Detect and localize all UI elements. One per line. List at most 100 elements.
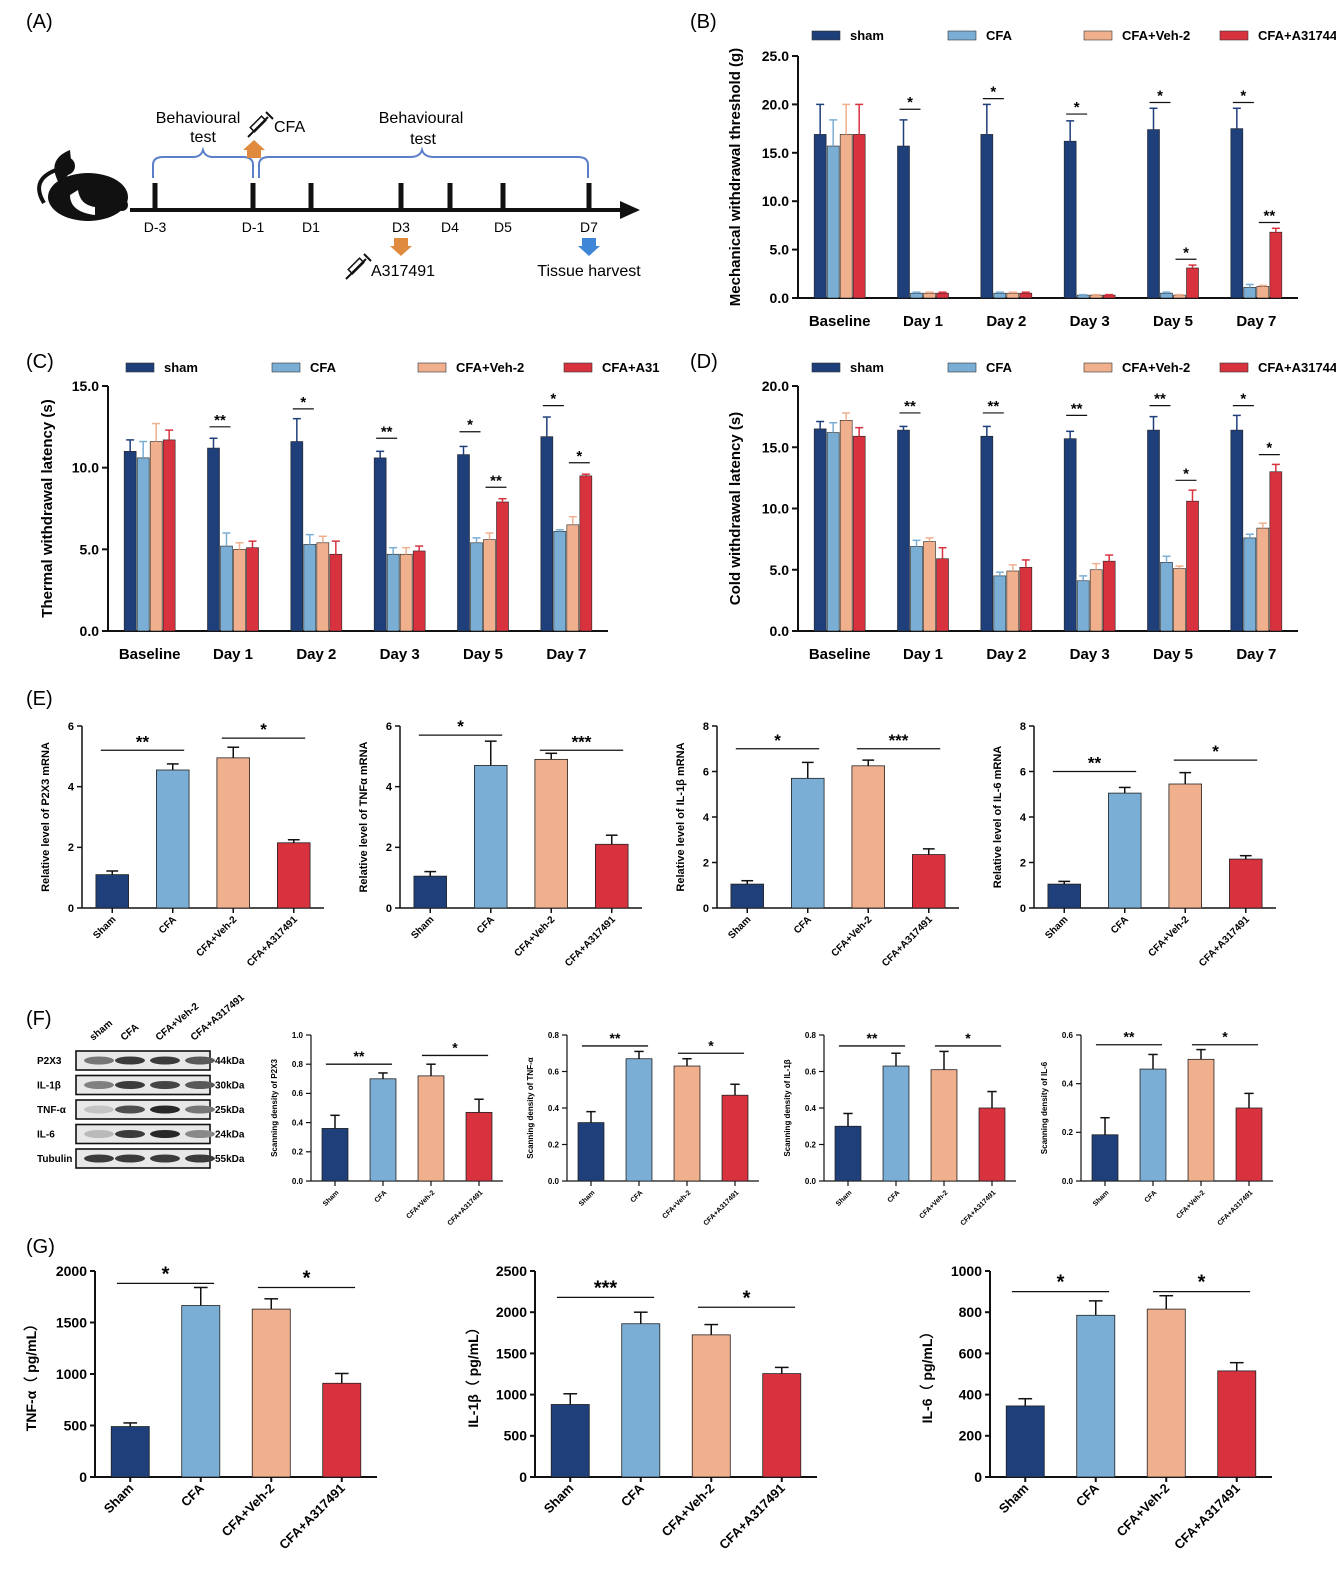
bar [978,1107,1006,1182]
bar [1235,1107,1263,1182]
significance-label: ** [1088,754,1102,773]
significance-label: * [303,1267,311,1289]
significance-label: * [1074,99,1080,116]
significance-label: ** [214,412,226,429]
panel-a: (A) D-3 D-1 D1 D3 D4 D5 D7 Behavioural test Be… [0,0,660,330]
bar [1076,1314,1116,1478]
x-tick-label: Day 7 [1236,313,1276,330]
bar [1089,569,1103,632]
blot-band [115,1154,145,1163]
bar [1243,537,1257,632]
legend-label: CFA+A3174491 [1258,360,1336,375]
x-tick-label: CFA [1109,914,1131,936]
x-tick-label: Sham [726,914,753,941]
bar [852,435,866,632]
significance-label: * [1266,440,1272,457]
y-axis-title: Mechanical withdrawal threshold (g) [727,48,744,306]
bracket-behav-1 [152,146,254,178]
significance-label: * [467,417,473,434]
syringe-icon [247,111,274,138]
bar [1256,286,1270,299]
y-tick-label: 0.0 [1062,1177,1074,1186]
bar [1091,1134,1119,1182]
behav-test-1-line1: Behavioural [156,110,241,127]
blot-band [115,1056,145,1065]
bar [465,1111,493,1182]
x-tick-label: CFA [1144,1189,1159,1204]
bar [912,854,946,909]
x-tick-label: Sham [996,1481,1032,1517]
bar [579,475,593,632]
y-tick-label: 400 [959,1387,983,1403]
significance-label: * [162,1263,170,1285]
panel-e: (E) 0 2 4 6 Relative level of P2X3 mRNA Sham C… [0,675,1336,995]
bar [936,558,949,632]
y-tick-label: 20.0 [762,96,789,112]
legend-label: CFA+Veh-2 [456,360,524,375]
y-tick-label: 0 [79,1469,87,1485]
x-tick-label: CFA [1073,1480,1102,1509]
x-tick-label: Sham [541,1481,577,1517]
x-tick-label: CFA+A317491 [880,914,935,969]
bar [897,429,910,632]
bar [156,769,190,909]
y-tick-label: 0.8 [805,1031,817,1040]
significance-label: *** [594,1277,618,1299]
y-tick-label: 0.2 [548,1140,560,1149]
bar [1146,1308,1186,1478]
x-tick-label: Baseline [809,646,871,663]
x-tick-label: CFA+A317491 [1197,914,1252,969]
x-tick-label: Day 2 [986,646,1026,663]
x-tick-label: CFA+A317491 [703,1189,741,1225]
bar [882,1065,910,1182]
y-tick-label: 0.6 [1062,1031,1074,1040]
x-tick-label: CFA+Veh-2 [661,1189,692,1220]
x-tick-label: Day 5 [1153,313,1193,330]
y-tick-label: 0.8 [548,1031,560,1040]
x-tick-label: Day 3 [1070,313,1110,330]
bar [1005,1405,1045,1478]
significance-label: * [1198,1272,1206,1294]
bar [851,765,885,909]
bar [329,553,343,632]
timeline-tick [586,183,592,210]
bar [1063,140,1077,299]
legend-swatch [563,362,593,373]
blot-protein-label: Tubulin [37,1154,72,1165]
bar [1006,570,1020,632]
y-tick-label: 15.0 [72,378,99,394]
bar [1160,562,1173,632]
bar [1186,500,1199,632]
bar [207,447,220,632]
x-tick-label: CFA+A317491 [716,1481,788,1553]
blot-lane-label: CFA+A317491 [189,995,247,1043]
y-tick-label: 10.0 [762,501,789,517]
y-tick-label: 2000 [496,1304,527,1320]
harvest-arrow-icon [578,238,600,256]
x-tick-label: CFA+A317491 [447,1189,485,1225]
blot-band [115,1081,145,1089]
timeline-tick [398,183,404,210]
significance-label: ** [1071,400,1083,417]
bar [553,531,567,632]
y-axis-title: IL-6（ pg/mL） [919,1325,935,1424]
significance-label: ** [381,423,393,440]
bar [993,575,1007,632]
y-tick-label: 25.0 [762,48,789,64]
bar [1269,471,1283,632]
significance-label: * [457,717,464,736]
significance-label: * [300,394,306,411]
y-tick-label: 8 [1020,721,1026,733]
bar [399,553,413,632]
bar [149,441,163,632]
y-tick-label: 0.6 [292,1089,304,1098]
blot-band [185,1081,215,1089]
panel-label-a: (A) [26,11,53,33]
timeline-day-label: D-1 [242,219,265,235]
bar [251,1308,291,1478]
bar [369,1078,397,1182]
y-tick-label: 0.0 [292,1177,304,1186]
blot-size-label: 55kDa [215,1154,245,1165]
